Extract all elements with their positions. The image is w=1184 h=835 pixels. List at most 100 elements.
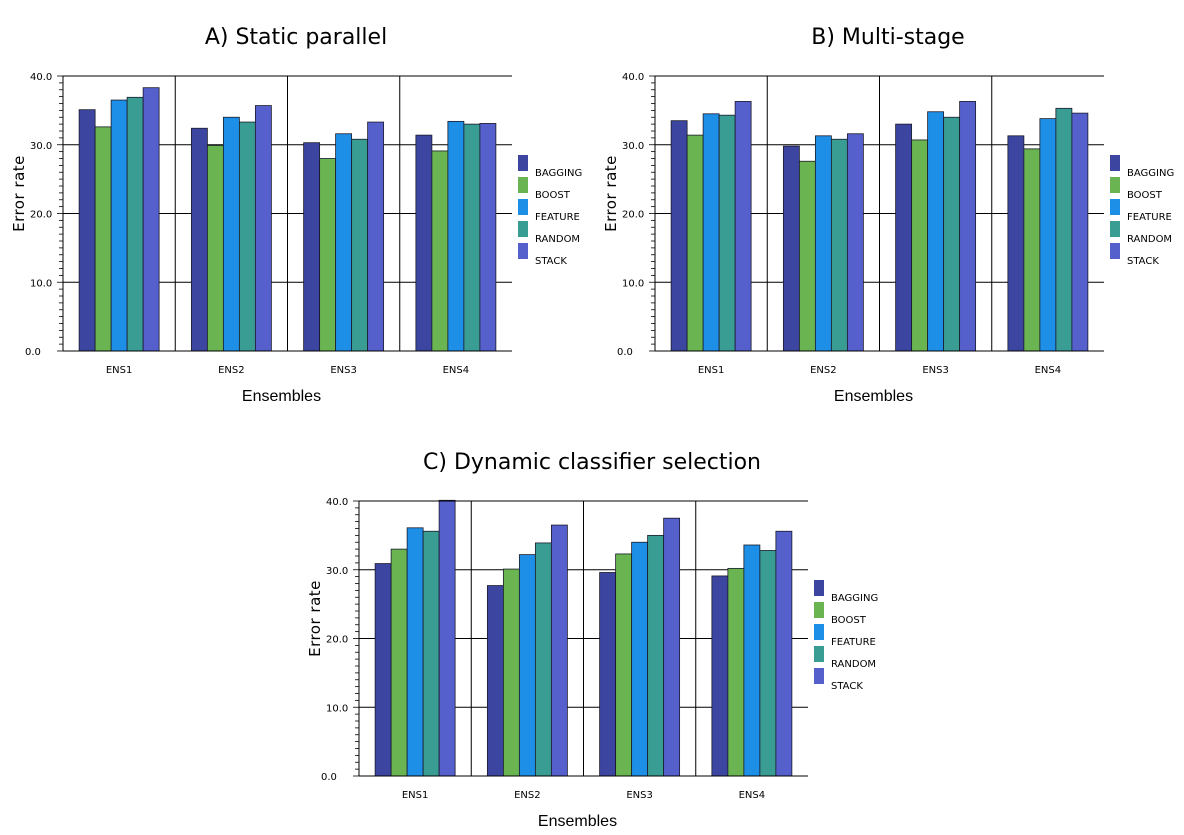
- x-axis-title: Ensembles: [242, 388, 321, 405]
- legend-swatch-boost: [814, 602, 824, 618]
- bar-random-ens1: [718, 114, 736, 352]
- x-tick-label: ENS3: [330, 365, 357, 376]
- bar-chart: B) Multi-stage 0.0 10.0 20.0 30.0 40.0 ENS1 ENS…: [602, 25, 1174, 405]
- legend-swatch-boost: [1110, 177, 1120, 193]
- bar-feature-ens2: [518, 554, 536, 777]
- bar-boost-ens1: [390, 548, 408, 777]
- x-axis-title: Ensembles: [834, 388, 913, 405]
- bar-bagging-ens2: [190, 127, 208, 352]
- legend-swatch-random: [1110, 221, 1120, 237]
- bar-random-ens1: [126, 96, 144, 352]
- x-tick-label: ENS2: [810, 365, 837, 376]
- legend-label: BAGGING: [535, 168, 582, 179]
- legend-swatch-bagging: [518, 155, 528, 171]
- y-tick-label: 30.0: [30, 141, 52, 152]
- bar-chart: A) Static parallel 0.0 10.0 20.0 30.0 40.0 ENS…: [10, 25, 582, 405]
- chart-panel-static-parallel: A) Static parallel 0.0 10.0 20.0 30.0 40.0 ENS…: [0, 0, 592, 410]
- y-tick-label: 10.0: [30, 278, 52, 289]
- bar-bagging-ens1: [78, 109, 96, 352]
- bar-feature-ens3: [631, 541, 649, 777]
- x-tick-label: ENS1: [106, 365, 133, 376]
- legend-swatch-feature: [814, 624, 824, 640]
- bar-boost-ens4: [1023, 148, 1041, 352]
- legend-swatch-boost: [518, 177, 528, 193]
- y-tick-label: 40.0: [622, 72, 644, 83]
- bar-boost-ens2: [502, 568, 520, 777]
- y-tick-label: 20.0: [326, 635, 348, 646]
- x-tick-label: ENS4: [1035, 365, 1062, 376]
- bar-stack-ens1: [438, 499, 456, 777]
- bar-boost-ens4: [431, 150, 449, 352]
- bar-bagging-ens3: [599, 572, 617, 777]
- bar-random-ens1: [422, 530, 440, 777]
- legend-label: BOOST: [535, 190, 571, 201]
- bar-boost-ens3: [615, 553, 633, 777]
- x-tick-label: ENS2: [218, 365, 245, 376]
- bar-stack-ens4: [775, 530, 793, 777]
- y-tick-label: 10.0: [326, 703, 348, 714]
- bar-bagging-ens1: [374, 563, 392, 777]
- legend-swatch-stack: [1110, 243, 1120, 259]
- bar-random-ens3: [943, 116, 961, 352]
- bar-boost-ens3: [911, 139, 929, 352]
- x-tick-label: ENS3: [922, 365, 949, 376]
- legend-label: STACK: [535, 256, 567, 267]
- x-tick-label: ENS3: [626, 790, 653, 801]
- bar-boost-ens1: [94, 126, 112, 352]
- legend-label: BAGGING: [1127, 168, 1174, 179]
- bar-random-ens2: [534, 542, 552, 777]
- bar-bagging-ens2: [782, 145, 800, 352]
- bar-bagging-ens1: [670, 120, 688, 352]
- bar-random-ens3: [647, 534, 665, 777]
- bar-feature-ens3: [927, 111, 945, 352]
- bar-stack-ens1: [142, 87, 160, 352]
- bar-feature-ens3: [335, 133, 353, 352]
- legend-label: BOOST: [831, 615, 867, 626]
- bar-boost-ens3: [319, 158, 337, 352]
- y-tick-label: 40.0: [30, 72, 52, 83]
- bar-stack-ens2: [254, 105, 272, 352]
- legend-label: BAGGING: [831, 593, 878, 604]
- bar-stack-ens2: [550, 524, 568, 777]
- y-axis-title: Error rate: [10, 155, 28, 232]
- bar-stack-ens1: [734, 101, 752, 352]
- chart-panel-multi-stage: B) Multi-stage 0.0 10.0 20.0 30.0 40.0 ENS1 ENS…: [592, 0, 1184, 410]
- bar-chart: C) Dynamic classifier selection 0.0 10.0 20…: [306, 450, 878, 830]
- y-tick-label: 20.0: [30, 210, 52, 221]
- bar-bagging-ens3: [895, 123, 913, 352]
- legend-swatch-random: [518, 221, 528, 237]
- x-tick-label: ENS4: [443, 365, 470, 376]
- bar-feature-ens1: [406, 527, 424, 777]
- bar-feature-ens2: [222, 116, 240, 352]
- y-tick-label: 40.0: [326, 497, 348, 508]
- y-tick-label: 10.0: [622, 278, 644, 289]
- legend-label: FEATURE: [1127, 212, 1172, 223]
- bar-stack-ens3: [959, 101, 977, 352]
- legend-label: FEATURE: [831, 637, 876, 648]
- bar-random-ens3: [351, 138, 369, 352]
- bar-boost-ens1: [686, 134, 704, 352]
- bar-random-ens4: [759, 550, 777, 777]
- bar-stack-ens4: [1071, 112, 1089, 352]
- legend-swatch-stack: [814, 668, 824, 684]
- legend-swatch-random: [814, 646, 824, 662]
- bar-random-ens2: [238, 121, 256, 352]
- bar-stack-ens2: [846, 133, 864, 352]
- bar-boost-ens4: [727, 567, 745, 777]
- legend-label: STACK: [831, 681, 863, 692]
- bar-feature-ens4: [447, 120, 465, 352]
- chart-title: A) Static parallel: [205, 25, 387, 50]
- y-tick-label: 0.0: [25, 347, 41, 358]
- chart-title: C) Dynamic classifier selection: [423, 450, 761, 475]
- legend-swatch-stack: [518, 243, 528, 259]
- bar-random-ens4: [463, 123, 481, 352]
- legend-label: STACK: [1127, 256, 1159, 267]
- chart-panel-dynamic-selection: C) Dynamic classifier selection 0.0 10.0 20…: [296, 425, 888, 835]
- bar-bagging-ens4: [415, 134, 433, 352]
- legend-label: RANDOM: [535, 234, 580, 245]
- legend-label: RANDOM: [1127, 234, 1172, 245]
- x-tick-label: ENS2: [514, 790, 541, 801]
- bar-feature-ens1: [110, 99, 128, 352]
- bar-stack-ens3: [367, 121, 385, 352]
- bar-bagging-ens3: [303, 142, 321, 352]
